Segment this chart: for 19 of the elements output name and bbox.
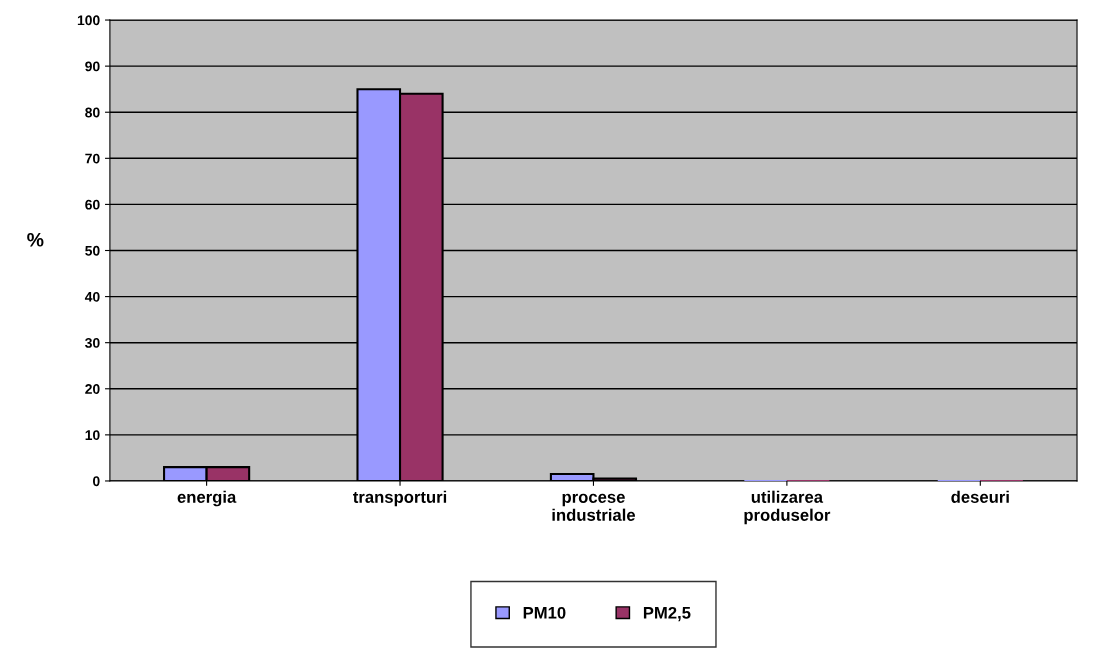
y-tick-label: 60 [85, 199, 100, 210]
y-tick-label: 0 [93, 476, 100, 487]
y-tick-label: 10 [85, 430, 100, 441]
y-tick-label: 90 [85, 61, 100, 72]
y-tick-label: 80 [85, 107, 100, 118]
y-axis-title: % [27, 232, 44, 247]
y-tick-label: 20 [85, 384, 100, 394]
y-tick-label: 100 [77, 15, 100, 26]
y-tick-label: 40 [84, 291, 100, 302]
x-tick-label: procese industriale [552, 493, 636, 521]
y-tick-label: 30 [85, 338, 100, 348]
y-tick-label: 50 [85, 245, 100, 256]
legend-label: PM2,5 [643, 606, 691, 622]
y-tick-label: 70 [85, 153, 100, 164]
x-tick-label: utilizarea produselor [744, 490, 831, 525]
x-tick-label: energia [177, 490, 237, 507]
x-tick-label: transporturi [353, 490, 447, 507]
x-tick-label: deseuri [951, 490, 1009, 503]
legend-label: PM10 [523, 606, 566, 619]
